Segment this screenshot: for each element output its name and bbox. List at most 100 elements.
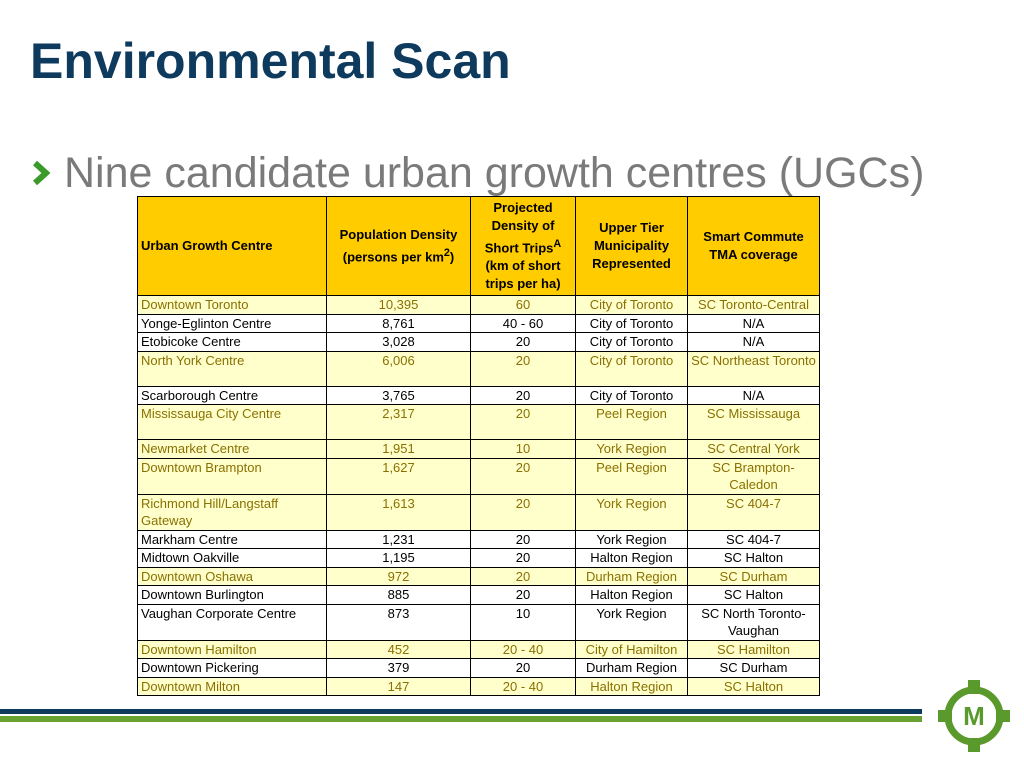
cell-ugc: Downtown Burlington [137,585,327,605]
cell-tier: City of Toronto [575,313,688,334]
table-row: North York Centre 6,006 20 City of Toron… [137,350,820,387]
table-header-row: Urban Growth Centre Population Density (… [137,195,820,297]
table-row: Mississauga City Centre 2,317 20 Peel Re… [137,404,820,441]
cell-ugc: Markham Centre [137,529,327,550]
cell-tma: SC 404-7 [687,493,820,531]
cell-ugc: Vaughan Corporate Centre [137,603,327,641]
cell-population: 1,613 [326,493,471,531]
cell-ugc: Richmond Hill/Langstaff Gateway [137,493,327,531]
cell-projected: 20 - 40 [470,676,576,697]
cell-projected: 20 [470,493,576,531]
cell-tier: Durham Region [575,658,688,678]
cell-projected: 20 [470,548,576,568]
cell-ugc: Downtown Hamilton [137,639,327,660]
cell-population: 972 [326,566,471,587]
cell-projected: 40 - 60 [470,313,576,334]
cell-tma: SC Brampton-Caledon [687,457,820,495]
cell-tier: York Region [575,439,688,459]
cell-ugc: Downtown Oshawa [137,566,327,587]
cell-projected: 20 [470,529,576,550]
cell-tma: N/A [687,332,820,352]
cell-tma: SC North Toronto-Vaughan [687,603,820,641]
cell-tier: City of Toronto [575,295,688,315]
header-projected-density: Projected Density of Short TripsA (km of… [470,195,576,297]
cell-population: 1,627 [326,457,471,495]
table-row: Downtown Oshawa 972 20 Durham Region SC … [137,566,820,587]
cell-tier: York Region [575,529,688,550]
cell-tier: York Region [575,603,688,641]
cell-tma: SC Halton [687,676,820,697]
cell-population: 379 [326,658,471,678]
header-tma-coverage: Smart Commute TMA coverage [687,195,820,297]
footer-stripe-green [0,716,922,722]
cell-tier: City of Toronto [575,385,688,406]
cell-projected: 20 [470,585,576,605]
table-row: Yonge-Eglinton Centre 8,761 40 - 60 City… [137,313,820,334]
cell-ugc: Mississauga City Centre [137,404,327,441]
table-row: Midtown Oakville 1,195 20 Halton Region … [137,548,820,568]
cell-population: 1,231 [326,529,471,550]
cell-projected: 20 - 40 [470,639,576,660]
cell-ugc: North York Centre [137,350,327,387]
logo-letter: M [963,701,985,731]
header-urban-growth-centre: Urban Growth Centre [137,195,327,297]
cell-population: 1,951 [326,439,471,459]
bullet-item: Nine candidate urban growth centres (UGC… [30,146,924,200]
table-row: Scarborough Centre 3,765 20 City of Toro… [137,385,820,406]
chevron-right-icon [32,160,51,186]
cell-projected: 60 [470,295,576,315]
cell-population: 3,765 [326,385,471,406]
cell-tma: SC Toronto-Central [687,295,820,315]
cell-ugc: Downtown Milton [137,676,327,697]
bullet-text: Nine candidate urban growth centres (UGC… [64,149,925,197]
cell-projected: 20 [470,457,576,495]
footer-stripe-blue [0,709,922,714]
ugc-table: Urban Growth Centre Population Density (… [137,195,820,697]
cell-projected: 20 [470,404,576,441]
cell-projected: 10 [470,603,576,641]
cell-tier: City of Hamilton [575,639,688,660]
cell-tier: City of Toronto [575,350,688,387]
table-row: Etobicoke Centre 3,028 20 City of Toront… [137,332,820,352]
cell-tier: Halton Region [575,548,688,568]
cell-ugc: Midtown Oakville [137,548,327,568]
header-population-density: Population Density (persons per km2) [326,195,471,297]
table-row: Vaughan Corporate Centre 873 10 York Reg… [137,603,820,641]
header-upper-tier: Upper Tier Municipality Represented [575,195,688,297]
cell-population: 873 [326,603,471,641]
metrolinx-logo-icon: M [938,680,1010,752]
cell-tier: City of Toronto [575,332,688,352]
table-row: Downtown Hamilton 452 20 - 40 City of Ha… [137,639,820,660]
cell-population: 10,395 [326,295,471,315]
cell-tier: Peel Region [575,404,688,441]
cell-tier: Peel Region [575,457,688,495]
cell-population: 2,317 [326,404,471,441]
cell-population: 452 [326,639,471,660]
cell-ugc: Newmarket Centre [137,439,327,459]
cell-ugc: Yonge-Eglinton Centre [137,313,327,334]
cell-tma: N/A [687,385,820,406]
cell-tma: N/A [687,313,820,334]
slide-title: Environmental Scan [30,33,511,89]
cell-ugc: Etobicoke Centre [137,332,327,352]
cell-population: 885 [326,585,471,605]
cell-tma: SC Durham [687,566,820,587]
table-row: Richmond Hill/Langstaff Gateway 1,613 20… [137,493,820,531]
cell-population: 1,195 [326,548,471,568]
footer-stripes [0,709,922,722]
cell-tma: SC Durham [687,658,820,678]
table-row: Newmarket Centre 1,951 10 York Region SC… [137,439,820,459]
cell-tma: SC 404-7 [687,529,820,550]
cell-tma: SC Northeast Toronto [687,350,820,387]
cell-tma: SC Hamilton [687,639,820,660]
cell-projected: 20 [470,350,576,387]
cell-tier: Halton Region [575,676,688,697]
table-row: Downtown Brampton 1,627 20 Peel Region S… [137,457,820,495]
cell-tier: Halton Region [575,585,688,605]
cell-population: 6,006 [326,350,471,387]
table-row: Downtown Toronto 10,395 60 City of Toron… [137,295,820,315]
table-row: Downtown Pickering 379 20 Durham Region … [137,658,820,678]
cell-ugc: Downtown Brampton [137,457,327,495]
table-row: Downtown Milton 147 20 - 40 Halton Regio… [137,676,820,697]
cell-projected: 10 [470,439,576,459]
